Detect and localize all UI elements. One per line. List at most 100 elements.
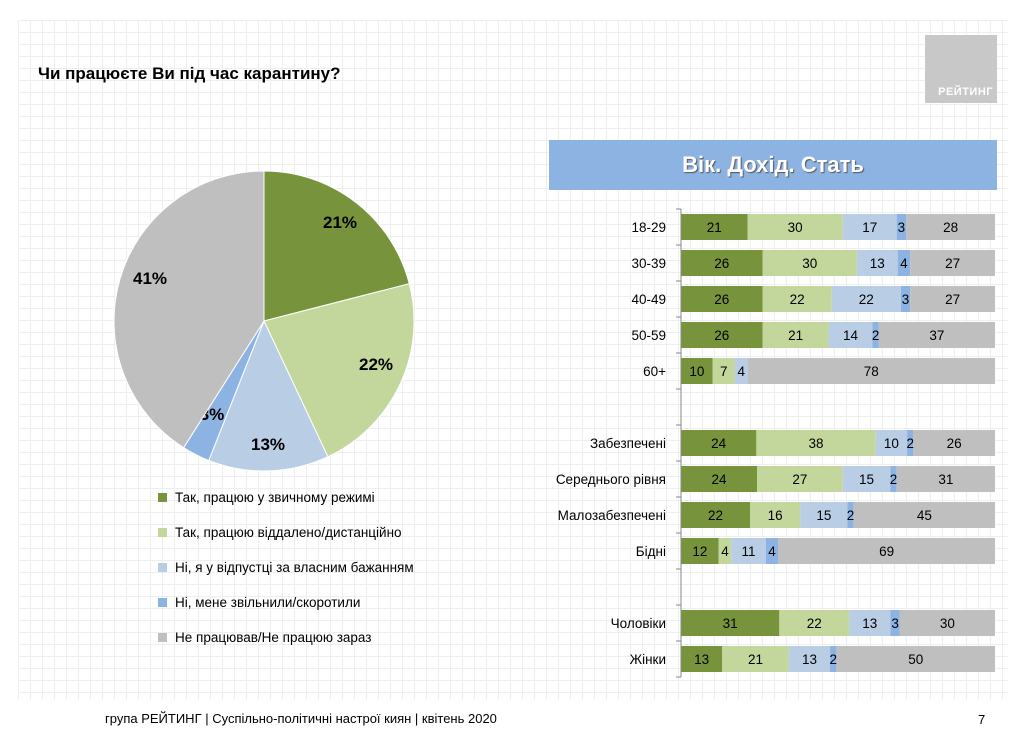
bar-data-label: 21 bbox=[707, 220, 722, 235]
bar-segment bbox=[897, 250, 911, 276]
bar-segment bbox=[778, 538, 995, 564]
bar-segment bbox=[681, 466, 758, 492]
bar-data-label: 3 bbox=[902, 292, 910, 307]
legend-label: Ні, я у відпустці за власним бажанням bbox=[175, 560, 414, 575]
legend-label: Так, працюю у звичному режимі bbox=[175, 490, 375, 505]
bar-data-label: 21 bbox=[788, 328, 803, 343]
bar-segment bbox=[831, 286, 901, 312]
bar-data-label: 15 bbox=[816, 508, 831, 523]
bar-data-label: 22 bbox=[708, 508, 723, 523]
bar-segment bbox=[681, 250, 763, 276]
bar-segment bbox=[856, 250, 898, 276]
bar-data-label: 38 bbox=[809, 436, 824, 451]
bar-segment bbox=[722, 646, 789, 672]
legend-swatch bbox=[158, 633, 167, 642]
bar-category-label: Малозабезпечені bbox=[558, 508, 666, 523]
bar-data-label: 15 bbox=[859, 472, 874, 487]
bar-segment bbox=[907, 430, 914, 456]
bar-category-label: 40-49 bbox=[631, 292, 666, 307]
bar-segment bbox=[896, 214, 907, 240]
bar-data-label: 17 bbox=[862, 220, 877, 235]
bar-data-label: 30 bbox=[788, 220, 803, 235]
bar-data-label: 27 bbox=[945, 292, 960, 307]
bar-data-label: 12 bbox=[692, 544, 707, 559]
bar-segment bbox=[681, 286, 763, 312]
bar-segment bbox=[900, 286, 911, 312]
legend-swatch bbox=[158, 493, 167, 502]
bar-category-label: Жінки bbox=[630, 652, 666, 667]
bar-data-label: 14 bbox=[843, 328, 859, 343]
bar-data-label: 13 bbox=[862, 616, 877, 631]
pie-data-label: 13% bbox=[251, 435, 285, 454]
bar-category-label: Чоловіки bbox=[611, 616, 666, 631]
bar-data-label: 21 bbox=[748, 652, 763, 667]
legend-swatch bbox=[158, 528, 167, 537]
bar-segment bbox=[875, 430, 908, 456]
bar-category-label: Середнього рівня bbox=[556, 472, 666, 487]
bar-data-label: 27 bbox=[792, 472, 807, 487]
bar-data-label: 4 bbox=[721, 544, 729, 559]
bar-data-label: 7 bbox=[720, 364, 728, 379]
bar-data-label: 31 bbox=[938, 472, 953, 487]
bar-data-label: 22 bbox=[859, 292, 874, 307]
bar-segment bbox=[878, 322, 995, 348]
bar-segment bbox=[681, 502, 751, 528]
legend-item: Ні, мене звільнили/скоротили bbox=[158, 595, 360, 610]
bar-segment bbox=[830, 646, 837, 672]
bar-data-label: 45 bbox=[917, 508, 932, 523]
pie-data-label: 21% bbox=[323, 213, 357, 232]
bar-segment bbox=[681, 646, 723, 672]
bar-data-label: 4 bbox=[900, 256, 908, 271]
bar-data-label: 50 bbox=[908, 652, 923, 667]
legend-item: Не працював/Не працюю зараз bbox=[158, 630, 371, 645]
bar-segment bbox=[681, 322, 763, 348]
bar-data-label: 11 bbox=[742, 544, 756, 559]
bar-segment bbox=[712, 358, 735, 384]
bar-segment bbox=[681, 358, 713, 384]
bar-segment bbox=[828, 322, 873, 348]
bar-segment bbox=[718, 538, 732, 564]
bar-data-label: 3 bbox=[891, 616, 899, 631]
legend-label: Ні, мене звільнили/скоротили bbox=[175, 595, 361, 610]
bar-segment bbox=[756, 430, 876, 456]
bar-segment bbox=[853, 502, 995, 528]
bar-segment bbox=[913, 430, 995, 456]
slide-title: Чи працюєте Ви під час карантину? bbox=[38, 64, 341, 83]
pie-data-label: 41% bbox=[133, 269, 167, 288]
bar-segment bbox=[872, 322, 879, 348]
bar-data-label: 24 bbox=[711, 436, 727, 451]
bar-data-label: 2 bbox=[829, 652, 837, 667]
rating-logo: РЕЙТИНГ bbox=[925, 35, 997, 103]
bar-data-label: 13 bbox=[802, 652, 817, 667]
bar-data-label: 3 bbox=[898, 220, 906, 235]
bar-data-label: 10 bbox=[689, 364, 704, 379]
bar-data-label: 13 bbox=[870, 256, 885, 271]
bar-segment bbox=[765, 538, 779, 564]
bar-segment bbox=[910, 250, 995, 276]
legend-item: Так, працюю віддалено/дистанційно bbox=[158, 525, 402, 540]
bar-segment bbox=[762, 322, 829, 348]
bar-category-label: 50-59 bbox=[631, 328, 666, 343]
bar-segment bbox=[747, 358, 995, 384]
bar-data-label: 16 bbox=[768, 508, 783, 523]
bar-data-label: 26 bbox=[714, 256, 729, 271]
bar-segment bbox=[747, 214, 843, 240]
legend-item: Так, працюю у звичному режимі bbox=[158, 490, 375, 505]
bar-data-label: 27 bbox=[945, 256, 960, 271]
bar-segment bbox=[836, 646, 995, 672]
bar-segment bbox=[731, 538, 766, 564]
logo-text: РЕЙТИНГ bbox=[938, 86, 993, 98]
bar-data-label: 4 bbox=[768, 544, 776, 559]
bar-data-label: 78 bbox=[864, 364, 879, 379]
bar-data-label: 30 bbox=[940, 616, 955, 631]
bar-segment bbox=[890, 466, 897, 492]
bar-segment bbox=[750, 502, 801, 528]
bar-data-label: 37 bbox=[929, 328, 944, 343]
bar-data-label: 24 bbox=[712, 472, 728, 487]
bar-segment bbox=[681, 430, 757, 456]
bar-segment bbox=[842, 466, 891, 492]
pie-slice bbox=[263, 283, 415, 458]
bar-segment bbox=[800, 502, 848, 528]
